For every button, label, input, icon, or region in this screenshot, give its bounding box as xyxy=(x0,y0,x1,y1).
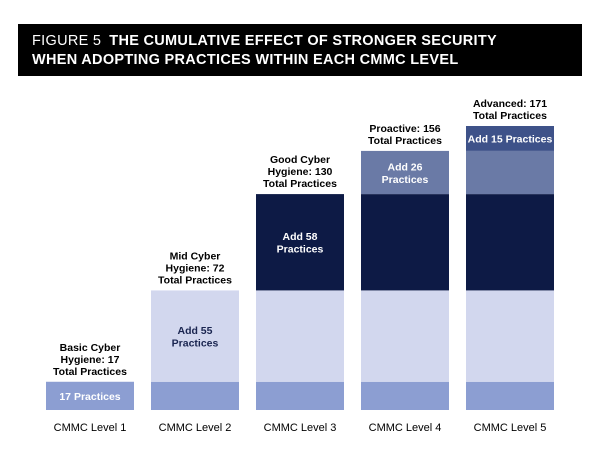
bar-segment-level-5-part-5 xyxy=(466,126,554,151)
total-label-level-2: Mid Cyber Hygiene: 72 Total Practices xyxy=(158,250,232,286)
bar-segment-level-3-part-2 xyxy=(256,290,344,382)
figure-title-text-1: THE CUMULATIVE EFFECT OF STRONGER SECURI… xyxy=(109,33,498,49)
bar-segment-level-1-part-1 xyxy=(46,381,134,410)
bar-segment-level-4-part-1 xyxy=(361,381,449,410)
segment-label-level-5: Add 15 Practices xyxy=(468,133,553,145)
category-label-level-3: CMMC Level 3 xyxy=(264,422,337,434)
bar-segment-level-5-part-4 xyxy=(466,150,554,195)
figure-title-bar: FIGURE 5 THE CUMULATIVE EFFECT OF STRONGE… xyxy=(18,24,582,76)
bar-segment-level-5-part-1 xyxy=(466,381,554,410)
bar-segment-level-2-part-1 xyxy=(151,381,239,410)
figure-label: FIGURE 5 xyxy=(32,33,102,49)
bar-segment-level-4-part-4 xyxy=(361,150,449,195)
total-label-level-1: Basic Cyber Hygiene: 17 Total Practices xyxy=(53,342,127,378)
figure-title-line-2: WHEN ADOPTING PRACTICES WITHIN EACH CMMC… xyxy=(32,52,459,68)
bar-segment-level-2-part-2 xyxy=(151,290,239,382)
bar-segment-level-4-part-2 xyxy=(361,290,449,382)
category-label-level-1: CMMC Level 1 xyxy=(54,422,127,434)
segment-label-level-4: Add 26 Practices xyxy=(382,161,429,186)
figure-title-line-1: FIGURE 5 THE CUMULATIVE EFFECT OF STRONGE… xyxy=(32,33,497,49)
bar-segment-level-4-part-3 xyxy=(361,194,449,291)
category-label-level-5: CMMC Level 5 xyxy=(474,422,547,434)
category-label-level-2: CMMC Level 2 xyxy=(159,422,232,434)
category-label-level-4: CMMC Level 4 xyxy=(369,422,442,434)
segment-label-level-1: 17 Practices xyxy=(59,391,120,403)
bar-segment-level-5-part-2 xyxy=(466,290,554,382)
total-label-level-3: Good Cyber Hygiene: 130 Total Practices xyxy=(263,154,337,190)
bar-segment-level-5-part-3 xyxy=(466,194,554,291)
segment-label-level-2: Add 55 Practices xyxy=(172,325,219,350)
total-label-level-4: Proactive: 156 Total Practices xyxy=(368,123,442,147)
bar-segment-level-3-part-3 xyxy=(256,194,344,291)
total-label-level-5: Advanced: 171 Total Practices xyxy=(473,98,547,122)
segment-label-level-3: Add 58 Practices xyxy=(277,231,324,256)
bar-segment-level-3-part-1 xyxy=(256,381,344,410)
